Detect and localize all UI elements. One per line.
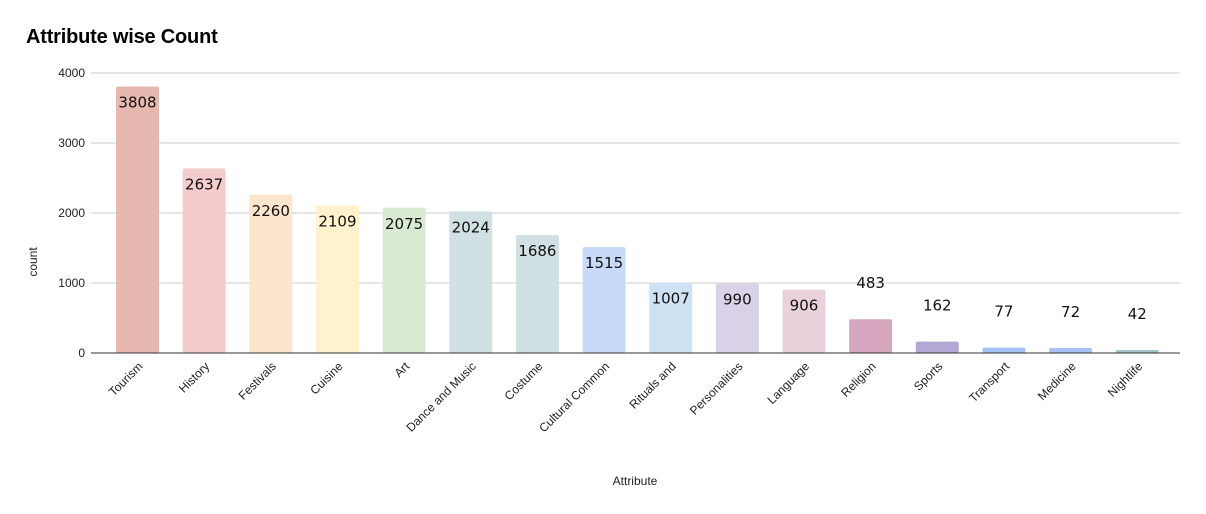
- bar-medicine: [1049, 347, 1093, 353]
- bar-dance-and-music: [449, 211, 493, 353]
- x-tick-label: Rituals and: [626, 359, 678, 411]
- x-tick-label: Language: [764, 359, 812, 407]
- x-axis-title: Attribute: [613, 474, 658, 488]
- x-tick-label: Cultural Common: [536, 359, 612, 435]
- data-label: 1007: [652, 290, 690, 308]
- bars: [116, 86, 1159, 353]
- data-label: 990: [723, 291, 752, 309]
- data-label: 1686: [518, 242, 556, 260]
- bar-costume: [515, 234, 559, 353]
- x-tick-label: Transport: [966, 359, 1012, 405]
- data-label: 2024: [452, 218, 490, 236]
- bar-religion: [849, 319, 893, 353]
- x-tick-label: Art: [391, 359, 412, 380]
- data-label: 2637: [185, 175, 223, 193]
- bar-cultural-common: [582, 246, 626, 353]
- y-axis-title: count: [26, 247, 40, 277]
- bar-transport: [982, 347, 1026, 353]
- x-tick-label: History: [176, 359, 212, 395]
- x-tick-label: Personalities: [687, 359, 745, 417]
- x-tick-label: Religion: [838, 359, 879, 400]
- data-label: 906: [790, 297, 819, 315]
- x-tick-label: Nightlife: [1105, 359, 1146, 400]
- bar-rituals-and: [649, 282, 693, 353]
- bar-sports: [915, 341, 959, 353]
- bar-festivals: [249, 194, 293, 353]
- data-label: 2109: [318, 212, 356, 230]
- y-tick-labels: 0 1000 2000 3000 4000: [58, 66, 85, 360]
- y-tick-label: 4000: [58, 66, 85, 80]
- data-label: 3808: [118, 93, 156, 111]
- y-tick-label: 1000: [58, 276, 85, 290]
- data-labels: 3808 2637 2260 2109 2075 2024 1686 1515 1007 990 9…: [118, 93, 1146, 323]
- data-label: 483: [856, 274, 885, 292]
- y-tick-label: 2000: [58, 206, 85, 220]
- x-tick-label: Sports: [911, 359, 945, 393]
- bar-personalities: [715, 283, 759, 353]
- data-label: 2260: [252, 202, 290, 220]
- data-label: 2075: [385, 215, 423, 233]
- data-label: 42: [1128, 305, 1147, 323]
- data-label: 77: [994, 303, 1013, 321]
- x-tick-label: Festivals: [236, 359, 279, 402]
- bar-cuisine: [315, 205, 359, 353]
- bar-nightlife: [1115, 350, 1159, 353]
- x-tick-label: Cuisine: [307, 359, 345, 397]
- data-label: 72: [1061, 303, 1080, 321]
- y-tick-label: 3000: [58, 136, 85, 150]
- bar-art: [382, 207, 426, 353]
- data-label: 1515: [585, 254, 623, 272]
- x-tick-label: Costume: [502, 359, 546, 403]
- x-tick-label: Medicine: [1035, 359, 1079, 403]
- bar-tourism: [116, 86, 159, 353]
- y-tick-label: 0: [78, 346, 85, 360]
- x-tick-label: Tourism: [106, 359, 146, 399]
- data-label: 162: [923, 297, 952, 315]
- x-tick-label: Dance and Music: [403, 359, 478, 434]
- bar-history: [182, 168, 226, 353]
- chart-title: Attribute wise Count: [26, 26, 218, 48]
- bar-language: [782, 289, 826, 353]
